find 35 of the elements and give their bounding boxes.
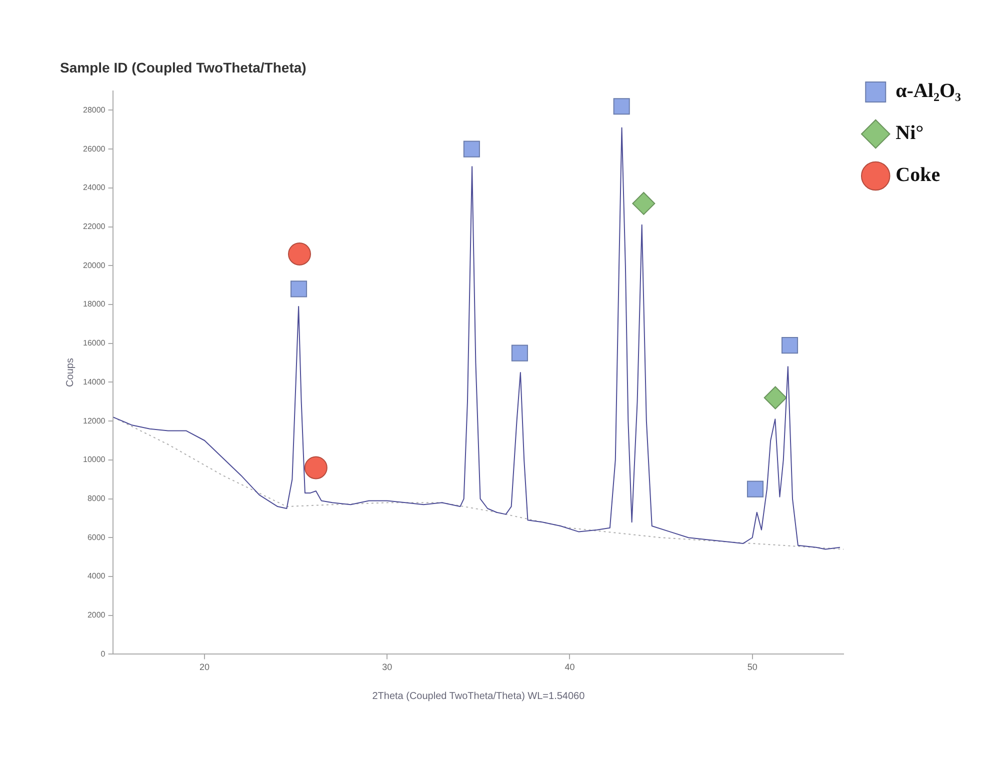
y-tick-label: 2000: [87, 610, 106, 620]
x-tick-label: 40: [564, 662, 575, 672]
point: [746, 480, 764, 498]
point: [304, 456, 328, 480]
point: [288, 242, 311, 266]
y-tick-label: 26000: [82, 144, 106, 154]
point: [613, 98, 630, 115]
y-tick-label: 20000: [82, 260, 106, 270]
x-tick-label: 30: [382, 662, 392, 672]
legend-label: Coke: [896, 164, 940, 186]
chart-title: Sample ID (Coupled TwoTheta/Theta): [60, 59, 306, 76]
x-tick-label: 20: [200, 662, 210, 672]
y-tick-label: 14000: [82, 377, 106, 386]
y-tick-label: 18000: [82, 300, 106, 309]
y-tick-label: 4000: [87, 572, 106, 581]
point: [632, 192, 656, 215]
legend-label: Ni°: [896, 122, 924, 144]
y-tick-label: 12000: [82, 416, 106, 426]
y-tick-label: 0: [100, 649, 106, 658]
x-axis-title: 2Theta (Coupled TwoTheta/Theta) WL=1.54060: [372, 690, 586, 702]
point: [511, 344, 528, 362]
y-tick-label: 10000: [82, 455, 106, 464]
y-tick-label: 16000: [82, 338, 106, 348]
point: [463, 140, 480, 158]
y-axis-title: Coups: [64, 358, 76, 387]
y-tick-label: 28000: [82, 105, 106, 114]
point: [290, 280, 308, 298]
y-tick-label: 8000: [87, 494, 106, 503]
legend-label: α-Al₂O₃: [896, 80, 962, 102]
point: [781, 337, 798, 354]
y-tick-label: 22000: [82, 222, 106, 231]
y-tick-label: 6000: [87, 532, 106, 542]
x-tick-label: 50: [747, 662, 758, 672]
point: [764, 386, 787, 410]
y-tick-label: 24000: [82, 183, 106, 192]
